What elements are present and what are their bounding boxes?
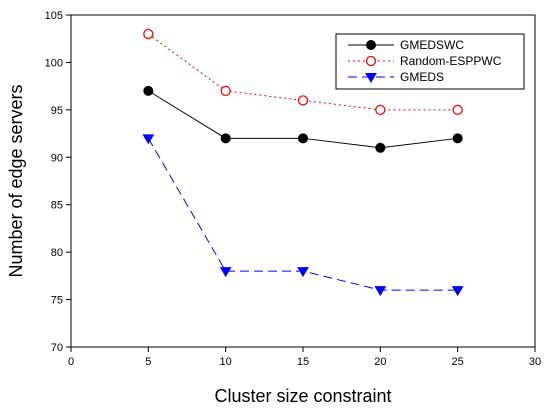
y-tick-label: 95: [51, 105, 63, 117]
data-point: [375, 142, 386, 153]
legend-marker: [366, 40, 376, 50]
y-tick-label: 75: [51, 295, 63, 307]
data-point: [297, 95, 309, 106]
data-point: [451, 286, 464, 297]
legend-label: GMEDS: [400, 70, 444, 84]
data-point: [143, 28, 154, 40]
data-point: [219, 267, 232, 278]
data-point: [220, 133, 231, 144]
y-tick-label: 100: [45, 57, 63, 69]
series-random-esppwc: [143, 28, 463, 116]
series-layer: [142, 28, 464, 297]
data-point: [375, 104, 386, 116]
data-point: [452, 104, 463, 116]
legend: GMEDSWC Random-ESPPWC GMEDS: [335, 33, 525, 90]
y-tick-label: 90: [51, 152, 63, 164]
series-gmedswc: [143, 85, 463, 153]
legend-label: Random-ESPPWC: [400, 54, 502, 68]
data-point: [298, 133, 308, 144]
y-tick-label: 80: [51, 247, 63, 259]
legend-marker: [365, 73, 377, 83]
x-tick-label: 0: [68, 356, 74, 368]
x-tick-label: 25: [452, 356, 464, 368]
legend-marker: [365, 55, 377, 67]
x-axis-title: Cluster size constraint: [214, 386, 391, 406]
y-tick-label: 70: [51, 342, 63, 354]
legend-label: GMEDSWC: [400, 38, 464, 52]
x-tick-label: 30: [529, 356, 541, 368]
x-tick-label: 15: [297, 356, 309, 368]
x-tick-label: 10: [220, 356, 232, 368]
x-tick-label: 20: [374, 356, 386, 368]
y-tick-label: 85: [51, 200, 63, 212]
data-point: [142, 134, 155, 145]
data-point: [143, 85, 154, 96]
axis-ticks: 0 5 10 15 20 25 30 70 75 80 85 90 95 100 105: [45, 10, 541, 368]
data-point: [452, 133, 463, 144]
series-gmeds: [142, 134, 464, 297]
x-tick-label: 5: [145, 356, 151, 368]
y-axis-title: Number of edge servers: [6, 84, 26, 277]
y-tick-label: 105: [45, 10, 63, 22]
data-point: [297, 267, 309, 278]
data-point: [220, 85, 231, 97]
data-point: [374, 286, 387, 297]
